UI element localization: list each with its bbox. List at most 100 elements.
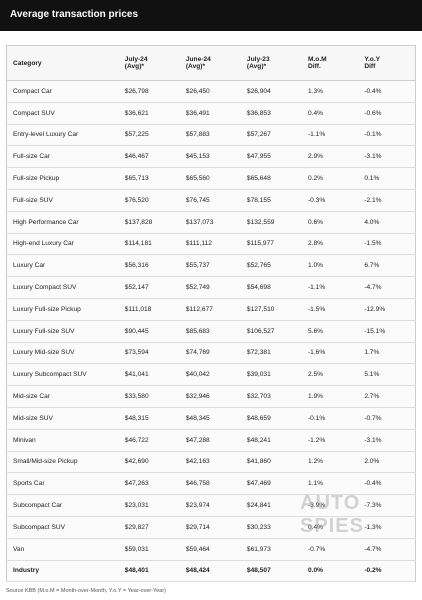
value-cell: 2.7% — [358, 385, 416, 408]
category-cell: Full-size Car — [6, 145, 119, 169]
price-table: Category July-24 (Avg)* June-24 (Avg)* July… — [6, 45, 416, 583]
value-cell: $90,445 — [118, 320, 180, 343]
value-cell: 2.5% — [301, 363, 359, 387]
table-row: Entry-level Luxury Car $57,225 $57,883 $57,… — [6, 124, 416, 147]
value-cell: -2.1% — [358, 189, 416, 212]
value-cell: $39,031 — [240, 363, 302, 387]
value-cell: $33,580 — [118, 385, 180, 408]
value-cell: -3.9% — [301, 494, 359, 517]
value-cell: 2.0% — [358, 451, 416, 474]
value-cell: $36,621 — [118, 102, 180, 125]
table-row: Luxury Full-size Pickup $111,018 $112,677 $… — [6, 298, 416, 321]
value-cell: $54,698 — [240, 276, 302, 299]
table-row: Subcompact Car $23,031 $23,974 $24,841 -3.9%… — [6, 494, 416, 517]
category-cell: Full-size SUV — [6, 189, 119, 212]
value-cell: $57,883 — [179, 124, 241, 147]
table-row: Luxury Subcompact SUV $41,041 $40,042 $39,0… — [6, 363, 416, 387]
value-cell: $55,737 — [179, 254, 241, 278]
header-row: Category July-24 (Avg)* June-24 (Avg)* July… — [6, 45, 416, 81]
value-cell: $24,841 — [240, 494, 302, 517]
value-cell: 1.1% — [301, 472, 359, 496]
value-cell: $32,946 — [179, 385, 241, 408]
value-cell: $52,749 — [179, 276, 241, 299]
value-cell: 0.2% — [301, 167, 359, 190]
value-cell: $30,233 — [240, 516, 302, 539]
value-cell: $78,155 — [240, 189, 302, 212]
table-row: Mid-size Car $33,580 $32,946 $32,703 1.9% 2.7… — [6, 385, 416, 408]
table-row: Sports Car $47,263 $46,758 $47,469 1.1% -0.4% — [6, 472, 416, 496]
value-cell: -0.7% — [301, 538, 359, 561]
value-cell: $85,683 — [179, 320, 241, 343]
value-cell: $57,267 — [240, 124, 302, 147]
table-row: Industry $48,401 $48,424 $48,507 0.0% -0.2% — [6, 560, 416, 583]
category-cell: Luxury Subcompact SUV — [6, 363, 119, 387]
value-cell: $45,153 — [179, 145, 241, 169]
value-cell: $111,018 — [118, 298, 180, 321]
value-cell: $47,288 — [179, 429, 241, 452]
value-cell: $40,042 — [179, 363, 241, 387]
value-cell: $106,527 — [240, 320, 302, 343]
category-cell: High Performance Car — [6, 211, 119, 234]
value-cell: $114,181 — [118, 233, 180, 256]
value-cell: $41,041 — [118, 363, 180, 387]
value-cell: -3.1% — [358, 145, 416, 169]
value-cell: $76,745 — [179, 189, 241, 212]
value-cell: $52,147 — [118, 276, 180, 299]
title: Average transaction prices — [10, 9, 139, 20]
value-cell: $59,031 — [118, 538, 180, 561]
value-cell: $48,424 — [179, 560, 241, 583]
source-note: Source KBB (M.o.M = Month-over-Month, Y.… — [6, 588, 166, 594]
category-cell: Luxury Compact SUV — [6, 276, 119, 299]
category-cell: High-end Luxury Car — [6, 233, 119, 256]
value-cell: $73,594 — [118, 342, 180, 365]
value-cell: $23,031 — [118, 494, 180, 517]
value-cell: $48,401 — [118, 560, 180, 583]
value-cell: $137,828 — [118, 211, 180, 234]
value-cell: $65,648 — [240, 167, 302, 190]
value-cell: $127,510 — [240, 298, 302, 321]
table-row: Luxury Compact SUV $52,147 $52,749 $54,698 -… — [6, 276, 416, 299]
table-row: Subcompact SUV $29,827 $29,714 $30,233 0.4% -… — [6, 516, 416, 539]
category-cell: Mid-size Car — [6, 385, 119, 408]
value-cell: 1.0% — [301, 254, 359, 278]
value-cell: 0.4% — [301, 516, 359, 539]
value-cell: 1.3% — [301, 80, 359, 103]
value-cell: $26,798 — [118, 80, 180, 103]
value-cell: -0.4% — [358, 80, 416, 103]
category-cell: Full-size Pickup — [6, 167, 119, 190]
value-cell: $47,955 — [240, 145, 302, 169]
value-cell: -12.9% — [358, 298, 416, 321]
value-cell: $46,758 — [179, 472, 241, 496]
value-cell: $56,316 — [118, 254, 180, 278]
table-row: High-end Luxury Car $114,181 $111,112 $115,… — [6, 233, 416, 256]
column-header: M.o.M Diff. — [301, 45, 359, 81]
title-bar: Average transaction prices — [0, 0, 422, 31]
value-cell: $115,977 — [240, 233, 302, 256]
value-cell: $111,112 — [179, 233, 241, 256]
value-cell: $48,659 — [240, 407, 302, 430]
value-cell: $48,241 — [240, 429, 302, 452]
category-cell: Compact SUV — [6, 102, 119, 125]
value-cell: $46,722 — [118, 429, 180, 452]
value-cell: 2.9% — [301, 145, 359, 169]
value-cell: $26,904 — [240, 80, 302, 103]
value-cell: $48,507 — [240, 560, 302, 583]
value-cell: $76,520 — [118, 189, 180, 212]
value-cell: $48,345 — [179, 407, 241, 430]
value-cell: $65,560 — [179, 167, 241, 190]
value-cell: -4.7% — [358, 276, 416, 299]
table-row: Luxury Mid-size SUV $73,594 $74,769 $72,381… — [6, 342, 416, 365]
category-cell: Subcompact SUV — [6, 516, 119, 539]
value-cell: $57,225 — [118, 124, 180, 147]
table-row: Small/Mid-size Pickup $42,690 $42,163 $41,8… — [6, 451, 416, 474]
value-cell: $48,315 — [118, 407, 180, 430]
category-cell: Subcompact Car — [6, 494, 119, 517]
table-row: Van $59,031 $59,464 $61,973 -0.7% -4.7% — [6, 538, 416, 561]
category-cell: Luxury Full-size Pickup — [6, 298, 119, 321]
value-cell: 4.0% — [358, 211, 416, 234]
value-cell: $61,973 — [240, 538, 302, 561]
value-cell: -1.6% — [301, 342, 359, 365]
column-header: July-24 (Avg)* — [118, 45, 180, 81]
category-cell: Mid-size SUV — [6, 407, 119, 430]
column-header: Y.o.Y Diff — [358, 45, 416, 81]
